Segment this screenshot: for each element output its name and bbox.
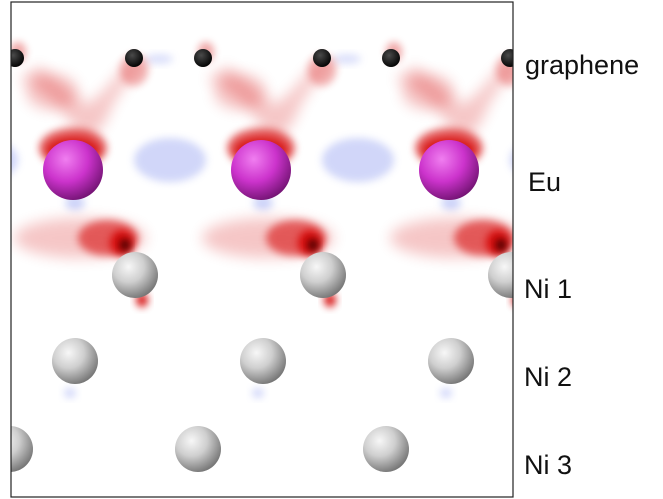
- charge-accumulation-core: [120, 239, 130, 251]
- charge-depletion-lobe: [145, 54, 173, 64]
- nickel-atom: [363, 426, 409, 472]
- charge-accumulation-core: [308, 239, 318, 251]
- nickel-atom: [175, 426, 221, 472]
- carbon-atom: [382, 49, 400, 67]
- nickel-atom: [240, 338, 286, 384]
- nickel-atom: [488, 252, 513, 298]
- charge-accumulation-lobe: [26, 74, 78, 110]
- carbon-atom: [11, 49, 24, 67]
- unit-cells: [11, 42, 513, 472]
- charge-depletion-lobe: [333, 54, 361, 64]
- unit-cell: [11, 42, 221, 472]
- panel-frame: [10, 1, 514, 498]
- charge-depletion-lobe: [11, 146, 18, 174]
- layer-label-ni-3: Ni 3: [524, 450, 572, 480]
- carbon-atom: [501, 49, 513, 67]
- charge-depletion-lobe: [252, 388, 264, 398]
- europium-atom: [419, 140, 479, 200]
- nickel-atom: [112, 252, 158, 298]
- charge-accumulation-lobe: [402, 74, 454, 110]
- charge-density-panel: [11, 42, 513, 472]
- layer-label-ni-1: Ni 1: [524, 274, 572, 304]
- charge-depletion-lobe: [322, 138, 394, 182]
- nickel-atom: [300, 252, 346, 298]
- layer-label-ni-2: Ni 2: [524, 362, 572, 392]
- carbon-atom: [125, 49, 143, 67]
- charge-depletion-lobe: [510, 151, 513, 169]
- nickel-atom: [52, 338, 98, 384]
- europium-atom: [43, 140, 103, 200]
- unit-cell: [382, 42, 513, 398]
- charge-accumulation-core: [496, 239, 506, 251]
- europium-atom: [231, 140, 291, 200]
- charge-accumulation-lobe: [512, 296, 513, 304]
- charge-accumulation-lobe: [214, 74, 266, 110]
- charge-depletion-lobe: [64, 388, 76, 398]
- charge-depletion-lobe: [134, 138, 206, 182]
- layer-label-eu: Eu: [528, 167, 561, 197]
- carbon-atom: [194, 49, 212, 67]
- layer-label-graphene: graphene: [525, 50, 639, 80]
- unit-cell: [194, 42, 409, 472]
- nickel-atom: [428, 338, 474, 384]
- carbon-atom: [313, 49, 331, 67]
- nickel-atom: [11, 426, 33, 472]
- charge-depletion-lobe: [440, 388, 452, 398]
- unit-cell: [11, 146, 33, 472]
